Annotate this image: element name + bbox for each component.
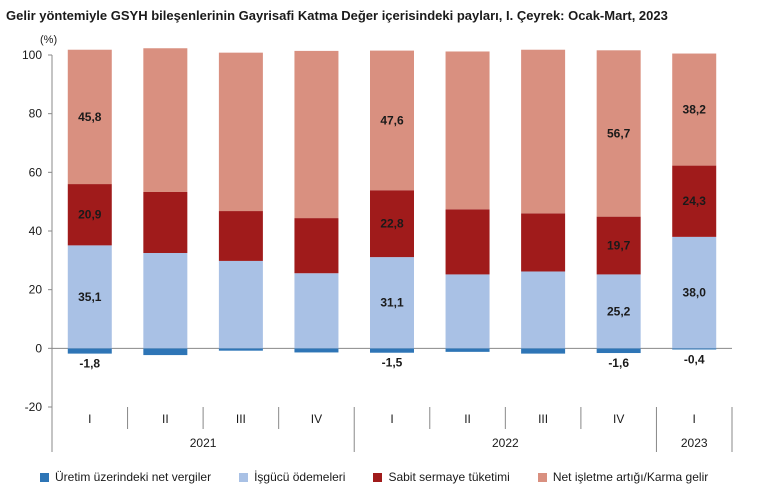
data-label: 31,1 — [380, 296, 404, 310]
year-label: 2021 — [190, 436, 217, 450]
legend-label: Net işletme artığı/Karma gelir — [552, 470, 709, 484]
legend-label: Üretim üzerindeki net vergiler — [55, 470, 212, 484]
x-tick-label: I — [390, 412, 393, 426]
bar-segment — [596, 216, 641, 275]
bar-segment — [143, 348, 188, 356]
bar-segment — [370, 257, 414, 349]
data-label: -1,8 — [79, 357, 100, 371]
bar-segment — [672, 53, 717, 166]
bar-segment — [218, 211, 263, 261]
data-label: 35,1 — [78, 290, 102, 304]
bar-segment — [294, 50, 339, 219]
bar-segment — [596, 50, 641, 217]
bar-segment — [521, 49, 566, 214]
bar-segment — [445, 209, 490, 275]
bar-segment — [370, 50, 414, 191]
chart-title: Gelir yöntemiyle GSYH bileşenlerinin Gay… — [6, 8, 668, 23]
x-tick-label: II — [162, 412, 169, 426]
bar-segment — [596, 348, 641, 354]
bar-segment — [521, 348, 566, 354]
bar-segment — [294, 348, 339, 353]
stacked-bar-chart: -20 0 20 40 60 80 100 -1,8 35,1 20,9 45,8 -1,5 31,1 2… — [22, 48, 733, 452]
y-tick-label: 80 — [29, 107, 43, 121]
data-label: 22,8 — [380, 217, 404, 231]
bar-segment — [596, 274, 641, 349]
bar-segment — [370, 190, 414, 258]
year-label: 2023 — [681, 436, 708, 450]
data-label: 47,6 — [380, 113, 404, 127]
legend-label: İşgücü ödemeleri — [254, 470, 346, 484]
bar-segment — [294, 273, 339, 349]
bar-segment — [672, 165, 717, 237]
legend-item: İşgücü ödemeleri — [239, 470, 345, 484]
x-tick-label: IV — [613, 412, 624, 426]
x-tick-label: III — [538, 412, 548, 426]
bar-segment — [521, 213, 566, 272]
bar-segment — [67, 245, 112, 349]
legend-label: Sabit sermaye tüketimi — [388, 470, 510, 484]
legend-item: Sabit sermaye tüketimi — [373, 470, 510, 484]
y-tick-label: 40 — [29, 224, 43, 238]
x-tick-label: II — [464, 412, 471, 426]
x-tick-label: III — [236, 412, 246, 426]
bar-segment — [218, 348, 263, 351]
y-axis-unit: (%) — [40, 34, 58, 46]
x-tick-label: I — [693, 412, 696, 426]
legend-swatch — [40, 472, 49, 482]
legend-swatch — [239, 472, 249, 482]
data-label: 19,7 — [607, 239, 631, 253]
bar-segment — [67, 348, 112, 354]
data-label: 20,9 — [78, 208, 102, 222]
year-label: 2022 — [492, 436, 519, 450]
bar-segment — [370, 348, 414, 353]
data-label: 24,3 — [683, 194, 707, 208]
bar-segment — [672, 348, 717, 350]
data-label: 38,2 — [683, 103, 707, 117]
data-label: 38,0 — [683, 286, 707, 300]
bar-segment — [143, 191, 188, 253]
x-tick-label: IV — [311, 412, 322, 426]
data-label: -1,6 — [608, 356, 629, 370]
bar-segment — [672, 236, 717, 349]
y-tick-label: 60 — [29, 165, 43, 179]
bar-segment — [67, 49, 112, 185]
bar-segment — [445, 274, 490, 349]
bar-segment — [218, 260, 263, 349]
data-label: -0,4 — [684, 353, 705, 367]
bar-segment — [218, 52, 263, 212]
bar-segment — [521, 271, 566, 349]
legend-item: Net işletme artığı/Karma gelir — [537, 470, 709, 484]
y-tick-label: 20 — [29, 283, 43, 297]
bar-segment — [445, 348, 490, 352]
bar-segment — [445, 51, 490, 210]
y-tick-label: 100 — [22, 48, 42, 62]
y-tick-label: -20 — [25, 400, 43, 414]
data-label: -1,5 — [382, 356, 403, 370]
data-label: 56,7 — [607, 126, 631, 140]
legend-item: Üretim üzerindeki net vergiler — [40, 470, 211, 484]
data-label: 45,8 — [78, 110, 102, 124]
bar-segment — [143, 48, 188, 192]
bar-segment — [294, 218, 339, 274]
bar-segment — [67, 184, 112, 246]
legend-swatch — [537, 472, 547, 482]
data-label: 25,2 — [607, 304, 631, 318]
legend-swatch — [373, 472, 383, 482]
legend: Üretim üzerindeki net vergiler İşgücü öde… — [40, 470, 708, 484]
bar-segment — [143, 253, 188, 349]
y-tick-label: 0 — [35, 341, 42, 355]
x-tick-label: I — [88, 412, 91, 426]
